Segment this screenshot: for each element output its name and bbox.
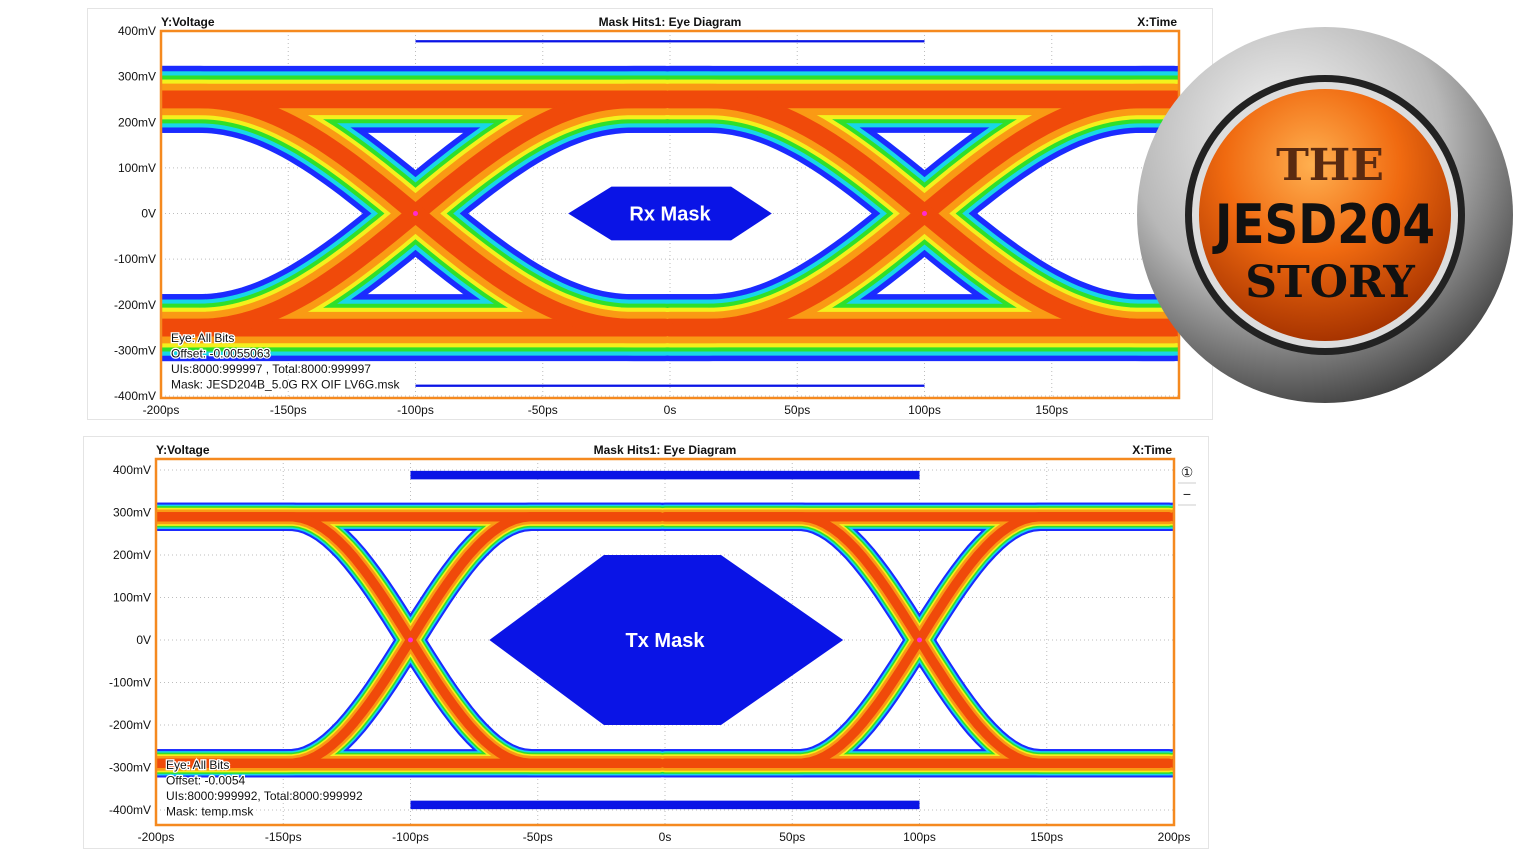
zoom-out-button[interactable]: − xyxy=(1183,486,1191,502)
crossing-point xyxy=(922,211,927,216)
plot-frame xyxy=(154,457,1176,827)
x-tick-label: -200ps xyxy=(143,403,180,417)
y-tick-label: 200mV xyxy=(118,115,156,129)
info-button[interactable]: ① xyxy=(1181,464,1194,480)
eye-trace xyxy=(1166,755,1174,771)
eye-trace xyxy=(1159,502,1174,532)
x-tick-label: 100ps xyxy=(908,403,941,417)
y-tick-label: -300mV xyxy=(114,343,156,357)
eye-trace xyxy=(661,90,1179,337)
x-tick-label: 100ps xyxy=(903,830,936,844)
eye-trace xyxy=(156,512,665,768)
x-axis-label: X:Time xyxy=(1132,443,1172,457)
x-tick-label: -100ps xyxy=(397,403,434,417)
eye-trace xyxy=(1166,509,1174,525)
annotation-text: UIs:8000:999992, Total:8000:999992 xyxy=(166,789,363,803)
mask-label: Tx Mask xyxy=(626,630,706,652)
eye-trace xyxy=(1165,507,1174,526)
y-tick-label: -100mV xyxy=(114,252,156,266)
y-tick-label: 100mV xyxy=(113,591,151,605)
jesd204-story-logo: THE JESD204 STORY xyxy=(1137,27,1513,403)
logo-text-jesd204: JESD204 xyxy=(1212,193,1435,256)
eye-trace xyxy=(1161,504,1174,529)
y-tick-label: -100mV xyxy=(109,676,151,690)
eye-trace xyxy=(1163,752,1174,774)
y-tick-label: -400mV xyxy=(109,803,151,817)
x-tick-label: -50ps xyxy=(523,830,553,844)
y-tick-label: 400mV xyxy=(113,463,151,477)
x-axis-label: X:Time xyxy=(1137,15,1177,29)
x-tick-label: 200ps xyxy=(1158,830,1191,844)
crossing-point xyxy=(413,211,418,216)
x-tick-label: -150ps xyxy=(265,830,302,844)
eye-trace xyxy=(1169,758,1174,768)
mask-bar xyxy=(410,800,920,810)
annotation-text: Offset: -0.0055063 xyxy=(171,347,271,361)
y-tick-label: -300mV xyxy=(109,761,151,775)
annotation-text: Eye: All Bits xyxy=(166,758,229,772)
mask-bar xyxy=(410,470,920,480)
y-tick-label: -400mV xyxy=(114,389,156,403)
x-tick-label: -100ps xyxy=(392,830,429,844)
y-tick-label: -200mV xyxy=(109,718,151,732)
y-tick-label: 300mV xyxy=(118,70,156,84)
y-tick-label: 300mV xyxy=(113,506,151,520)
annotation-text: Mask: JESD204B_5.0G RX OIF LV6G.msk xyxy=(171,378,401,392)
x-tick-label: 150ps xyxy=(1030,830,1063,844)
y-tick-label: -200mV xyxy=(114,298,156,312)
x-tick-label: 150ps xyxy=(1035,403,1068,417)
chart-title: Mask Hits1: Eye Diagram xyxy=(594,443,737,457)
annotation-text: Offset: -0.0054 xyxy=(166,774,245,788)
eye-trace xyxy=(1159,749,1174,778)
crossing-point xyxy=(408,637,413,643)
x-tick-label: 0s xyxy=(664,403,677,417)
tx-eye-diagram-panel: Tx Mask 400mV 300mV 200mV 100mV 0V -100mV -200m… xyxy=(83,436,1209,849)
eye-trace xyxy=(1169,512,1174,522)
y-tick-label: 0V xyxy=(136,633,151,647)
y-tick-label: 100mV xyxy=(118,161,156,175)
eye-density xyxy=(156,502,1174,778)
y-tick-label: 400mV xyxy=(118,24,156,38)
chart-title: Mask Hits1: Eye Diagram xyxy=(599,15,742,29)
logo-text-the: THE xyxy=(1276,140,1384,191)
mask-label: Rx Mask xyxy=(629,204,711,226)
x-tick-label: 50ps xyxy=(784,403,810,417)
eye-trace xyxy=(161,90,674,337)
y-tick-label: 200mV xyxy=(113,548,151,562)
annotation-text: Mask: temp.msk xyxy=(166,805,254,819)
x-tick-label: -150ps xyxy=(270,403,307,417)
annotation-text: UIs:8000:999997 , Total:8000:999997 xyxy=(171,362,371,376)
x-tick-label: 0s xyxy=(659,830,672,844)
y-axis-label: Y:Voltage xyxy=(156,443,210,457)
eye-trace xyxy=(660,512,1174,768)
mask-bar xyxy=(415,40,925,43)
y-tick-label: 0V xyxy=(141,207,156,221)
logo-text-story: STORY xyxy=(1245,257,1415,308)
crossing-point xyxy=(917,637,922,643)
eye-trace xyxy=(1161,751,1174,776)
y-axis-label: Y:Voltage xyxy=(161,15,215,29)
mask-bar xyxy=(415,384,925,387)
x-tick-label: 50ps xyxy=(779,830,805,844)
eye-trace xyxy=(1163,506,1174,528)
annotation-text: Eye: All Bits xyxy=(171,331,234,345)
x-tick-label: -200ps xyxy=(138,830,175,844)
eye-trace xyxy=(1165,754,1174,773)
eye-density xyxy=(161,65,1179,362)
mask-polygon xyxy=(568,186,772,241)
mask-polygon xyxy=(489,555,844,725)
rx-eye-diagram-panel: Rx Mask 400mV 300mV 200mV 100mV 0V -100mV -200m… xyxy=(87,8,1213,420)
x-tick-label: -50ps xyxy=(528,403,558,417)
